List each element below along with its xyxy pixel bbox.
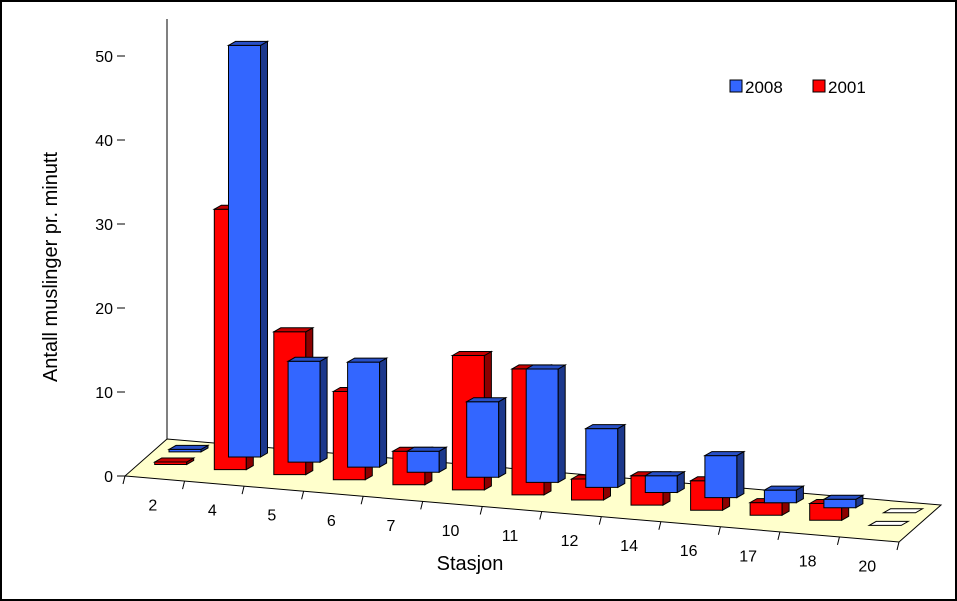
x-tick-mark bbox=[360, 496, 364, 505]
bar-top-face bbox=[226, 40, 270, 46]
x-tick-label: 10 bbox=[442, 523, 460, 540]
x-tick-mark bbox=[241, 486, 245, 495]
y-tick-label: 0 bbox=[104, 469, 113, 486]
bar-front-face bbox=[644, 475, 678, 493]
bar-top-face bbox=[703, 451, 746, 457]
x-tick-label: 12 bbox=[561, 533, 579, 550]
bar-2008-2 bbox=[167, 444, 210, 453]
bar-side-face bbox=[498, 396, 507, 479]
x-tick-label: 20 bbox=[858, 558, 876, 575]
bar-side-face bbox=[379, 357, 388, 468]
x-tick-mark bbox=[301, 491, 305, 500]
x-tick-label: 2 bbox=[148, 498, 157, 515]
bar-2008-6 bbox=[345, 357, 389, 468]
x-tick-label: 17 bbox=[739, 548, 757, 565]
bar-side-face bbox=[736, 450, 745, 499]
x-tick-mark bbox=[896, 541, 900, 551]
bar-empty-marker bbox=[867, 520, 911, 526]
bar-2008-11 bbox=[524, 364, 568, 484]
x-axis-title: Stasjon bbox=[437, 553, 504, 575]
x-tick-mark bbox=[658, 521, 662, 530]
bar-top-face bbox=[583, 424, 627, 430]
bars bbox=[152, 40, 925, 526]
bar-empty-marker bbox=[881, 508, 925, 514]
bar-top-face bbox=[345, 357, 389, 363]
bar-2008-5 bbox=[286, 356, 329, 463]
bar-front-face bbox=[347, 361, 381, 468]
bar-2008-10 bbox=[464, 396, 508, 479]
bar-top-face bbox=[822, 494, 865, 500]
x-tick-mark bbox=[182, 480, 186, 490]
y-tick-label: 40 bbox=[95, 133, 113, 150]
x-tick-mark bbox=[836, 536, 840, 546]
bar-2001-2 bbox=[152, 457, 196, 466]
x-tick-mark bbox=[479, 506, 483, 515]
bar-front-face bbox=[704, 455, 738, 499]
legend-label-2008: 2008 bbox=[745, 78, 783, 97]
bar-front-face bbox=[763, 489, 797, 504]
bar-top-face bbox=[643, 471, 687, 477]
bar-2008-18 bbox=[822, 494, 865, 509]
x-tick-mark bbox=[777, 531, 781, 540]
x-tick-label: 5 bbox=[267, 508, 276, 525]
bar-front-face bbox=[525, 368, 559, 483]
bar-2008-7 bbox=[405, 446, 449, 474]
x-axis: 2 4 5 6 7 10 11 12 14 16 17 18 20 bbox=[122, 475, 900, 575]
x-tick-mark bbox=[122, 475, 126, 485]
x-tick-mark bbox=[598, 516, 602, 525]
bar-front-face bbox=[406, 450, 440, 473]
legend-swatch-2001 bbox=[812, 79, 826, 93]
y-tick-label: 20 bbox=[95, 301, 113, 318]
bar-top-face bbox=[464, 397, 508, 403]
y-axis: 0 10 20 30 40 50 bbox=[95, 19, 168, 486]
y-axis-title: Antall muslinger pr. minutt bbox=[40, 152, 62, 383]
bar-front-face bbox=[228, 44, 261, 458]
bar-side-face bbox=[260, 40, 268, 458]
x-tick-mark bbox=[420, 501, 424, 510]
x-tick-label: 4 bbox=[208, 503, 217, 520]
bar-2008-20 bbox=[881, 508, 925, 514]
bar-top-face bbox=[405, 446, 449, 452]
y-tick-label: 10 bbox=[95, 385, 113, 402]
x-tick-label: 6 bbox=[327, 513, 336, 530]
y-tick-label: 30 bbox=[95, 217, 113, 234]
x-tick-label: 11 bbox=[502, 528, 519, 545]
bar-top-face bbox=[152, 457, 196, 463]
bar-front-face bbox=[466, 401, 500, 478]
x-tick-label: 16 bbox=[680, 543, 698, 560]
bar-2008-16 bbox=[703, 450, 746, 499]
bar-front-face bbox=[823, 498, 857, 509]
x-tick-label: 7 bbox=[386, 518, 395, 535]
bar-top-face bbox=[167, 444, 210, 450]
bar-side-face bbox=[557, 364, 566, 484]
bar-side-face bbox=[319, 356, 328, 463]
x-tick-mark bbox=[539, 511, 543, 520]
bar-top-face bbox=[762, 485, 806, 491]
bar-2001-20 bbox=[867, 520, 911, 526]
bar-front-face bbox=[287, 360, 321, 463]
x-tick-label: 14 bbox=[620, 538, 638, 555]
y-tick-label: 50 bbox=[95, 49, 113, 66]
bar-front-face bbox=[585, 428, 619, 488]
bar-2008-12 bbox=[583, 423, 627, 489]
bar-side-face bbox=[617, 423, 626, 489]
legend: 2008 2001 bbox=[729, 78, 866, 97]
bar-top-face bbox=[286, 356, 329, 362]
bar-2008-4 bbox=[226, 40, 270, 458]
x-tick-mark bbox=[717, 526, 721, 535]
bar-2008-14 bbox=[643, 470, 687, 494]
legend-label-2001: 2001 bbox=[828, 78, 866, 97]
bar-top-face bbox=[524, 364, 568, 370]
bar-front-face bbox=[749, 502, 783, 516]
bar-top-face bbox=[271, 327, 315, 333]
legend-swatch-2008 bbox=[729, 79, 743, 93]
bar-2008-17 bbox=[762, 485, 806, 504]
bar-top-face bbox=[450, 351, 494, 356]
x-tick-label: 18 bbox=[799, 553, 817, 570]
